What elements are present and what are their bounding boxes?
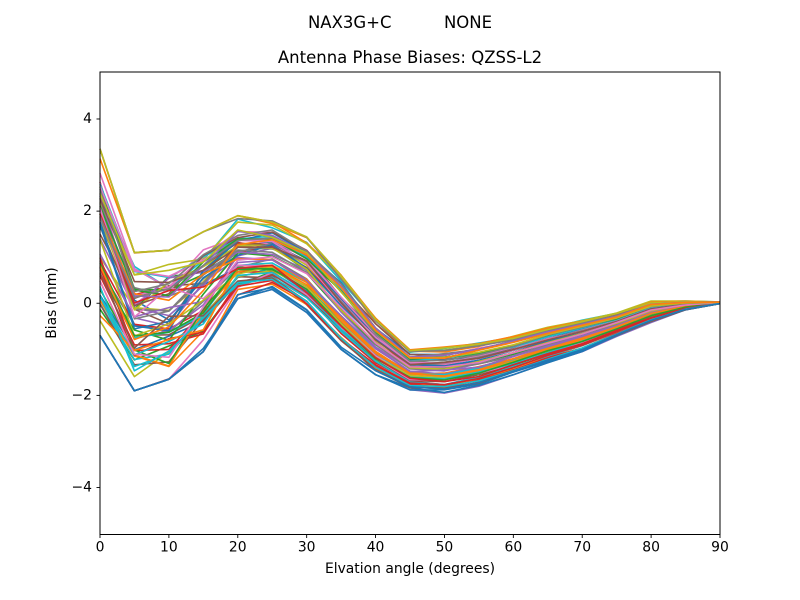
y-tick-label: −2 [72, 387, 92, 403]
bias-series-line [99, 198, 721, 366]
bias-series-line [99, 195, 721, 372]
bias-series-line [99, 213, 721, 383]
bias-series-line [99, 255, 721, 368]
bias-series-line [99, 197, 721, 370]
chart-title: Antenna Phase Biases: QZSS-L2 [278, 48, 542, 67]
x-tick-label: 60 [504, 540, 522, 556]
y-axis-label: Bias (mm) [44, 267, 60, 338]
x-tick-label: 30 [298, 540, 316, 556]
x-tick-label: 80 [642, 540, 660, 556]
x-tick-label: 10 [160, 540, 178, 556]
y-tick-label: 2 [83, 203, 92, 219]
bias-series-line [99, 148, 721, 352]
bias-series-line [99, 253, 721, 373]
bias-series-line [99, 285, 721, 392]
y-tick-label: −4 [72, 480, 93, 496]
figure-suptitle: NAX3G+C NONE [308, 13, 492, 32]
bias-series-line [99, 265, 721, 378]
y-tick-label: 0 [83, 295, 92, 311]
x-axis-label: Elvation angle (degrees) [325, 561, 495, 577]
bias-series-line [99, 233, 721, 364]
y-tick-label: 4 [83, 111, 92, 127]
series-lines [99, 148, 721, 394]
axis-ticks: 0 10 20 30 40 50 60 70 80 90 −4 −2 0 2 4 [72, 111, 729, 556]
bias-series-line [99, 238, 721, 360]
x-tick-label: 20 [229, 540, 247, 556]
bias-series-line [99, 217, 721, 371]
bias-series-line [99, 225, 721, 362]
x-tick-label: 40 [367, 540, 385, 556]
x-tick-label: 0 [96, 540, 105, 556]
x-tick-label: 90 [711, 540, 729, 556]
x-tick-label: 70 [573, 540, 591, 556]
x-tick-label: 50 [436, 540, 454, 556]
